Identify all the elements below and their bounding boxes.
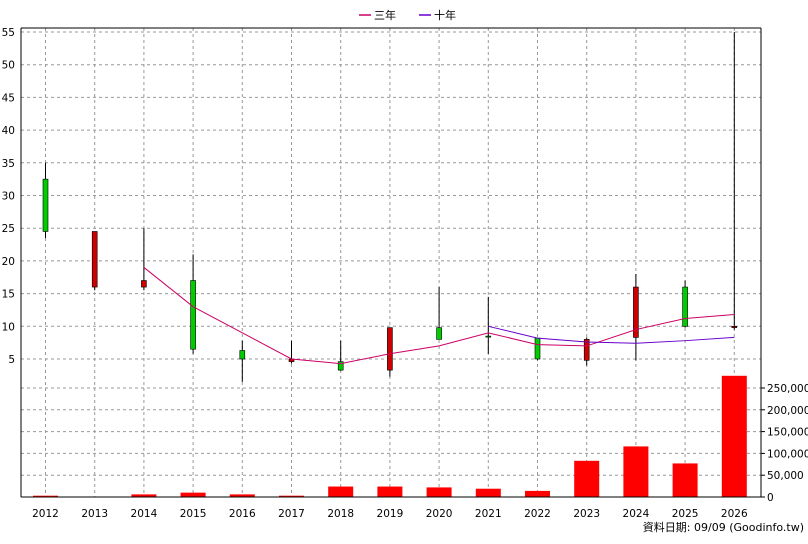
price-tick-label: 35 bbox=[2, 158, 15, 170]
x-tick-label: 2022 bbox=[524, 508, 551, 520]
candle-body bbox=[583, 339, 590, 361]
volume-bar bbox=[623, 446, 649, 497]
volume-tick-label: 50,000 bbox=[767, 470, 804, 482]
candle-body bbox=[633, 286, 639, 338]
price-tick-label: 50 bbox=[2, 60, 15, 72]
candle-body bbox=[91, 231, 98, 288]
candle-body bbox=[436, 327, 442, 340]
grid-lines bbox=[21, 28, 761, 497]
volume-bar bbox=[131, 494, 157, 497]
x-tick-label: 2025 bbox=[672, 508, 699, 520]
price-tick-label: 10 bbox=[2, 321, 15, 333]
plot-frame bbox=[20, 27, 762, 498]
x-tick-label: 2016 bbox=[229, 508, 256, 520]
x-tick-label: 2018 bbox=[327, 508, 354, 520]
price-tick-label: 25 bbox=[2, 223, 15, 235]
candle-body bbox=[337, 361, 344, 371]
volume-bar bbox=[721, 375, 747, 497]
axis-labels: 510152025303540455055050,000100,000150,0… bbox=[2, 27, 808, 520]
price-tick-label: 30 bbox=[2, 191, 15, 203]
price-tick-label: 45 bbox=[2, 92, 15, 104]
x-tick-label: 2019 bbox=[377, 508, 404, 520]
chart-legend: 三年 十年 bbox=[359, 8, 456, 22]
price-tick-label: 5 bbox=[8, 354, 15, 366]
x-tick-label: 2021 bbox=[475, 508, 502, 520]
x-tick-label: 2012 bbox=[32, 508, 59, 520]
x-tick-label: 2026 bbox=[721, 508, 748, 520]
volume-bar bbox=[672, 463, 698, 497]
x-tick-label: 2020 bbox=[426, 508, 453, 520]
volume-bar bbox=[229, 494, 255, 497]
ma3-line bbox=[143, 267, 735, 365]
candle-body bbox=[190, 280, 196, 350]
legend-label-0: 三年 bbox=[374, 8, 396, 22]
candle-body bbox=[141, 280, 147, 288]
volume-tick-label: 0 bbox=[767, 492, 774, 504]
price-tick-label: 55 bbox=[2, 27, 15, 39]
candle-body bbox=[534, 337, 541, 360]
moving-average-lines bbox=[143, 267, 735, 365]
candle-body bbox=[239, 350, 246, 360]
volume-bar bbox=[33, 495, 58, 497]
x-tick-label: 2014 bbox=[131, 508, 158, 520]
candlesticks bbox=[42, 32, 738, 382]
x-tick-label: 2023 bbox=[573, 508, 600, 520]
candle-body bbox=[42, 178, 49, 232]
volume-bar bbox=[377, 486, 403, 497]
candle-body bbox=[731, 325, 738, 328]
volume-bar bbox=[279, 495, 304, 497]
x-tick-label: 2024 bbox=[623, 508, 650, 520]
volume-tick-label: 200,000 bbox=[767, 405, 808, 417]
source-label: 資料日期: 09/09 (Goodinfo.tw) bbox=[643, 520, 804, 534]
volume-bars bbox=[33, 375, 747, 497]
price-tick-label: 40 bbox=[2, 125, 15, 137]
volume-tick-label: 100,000 bbox=[767, 448, 808, 460]
legend-label-1: 十年 bbox=[434, 8, 456, 22]
x-tick-label: 2013 bbox=[81, 508, 108, 520]
x-tick-label: 2015 bbox=[180, 508, 207, 520]
candle-body bbox=[387, 327, 393, 371]
candle-body bbox=[682, 286, 688, 327]
volume-tick-label: 150,000 bbox=[767, 427, 808, 439]
price-tick-label: 15 bbox=[2, 289, 15, 301]
volume-bar bbox=[180, 492, 206, 497]
ma10-line bbox=[488, 325, 735, 344]
volume-bar bbox=[525, 490, 550, 497]
candle-body bbox=[485, 335, 492, 338]
x-tick-label: 2017 bbox=[278, 508, 305, 520]
price-tick-label: 20 bbox=[2, 256, 15, 268]
volume-tick-label: 250,000 bbox=[767, 383, 808, 395]
volume-bar bbox=[328, 486, 354, 497]
volume-bar bbox=[426, 487, 452, 497]
volume-bar bbox=[475, 488, 501, 497]
volume-bar bbox=[574, 460, 600, 497]
